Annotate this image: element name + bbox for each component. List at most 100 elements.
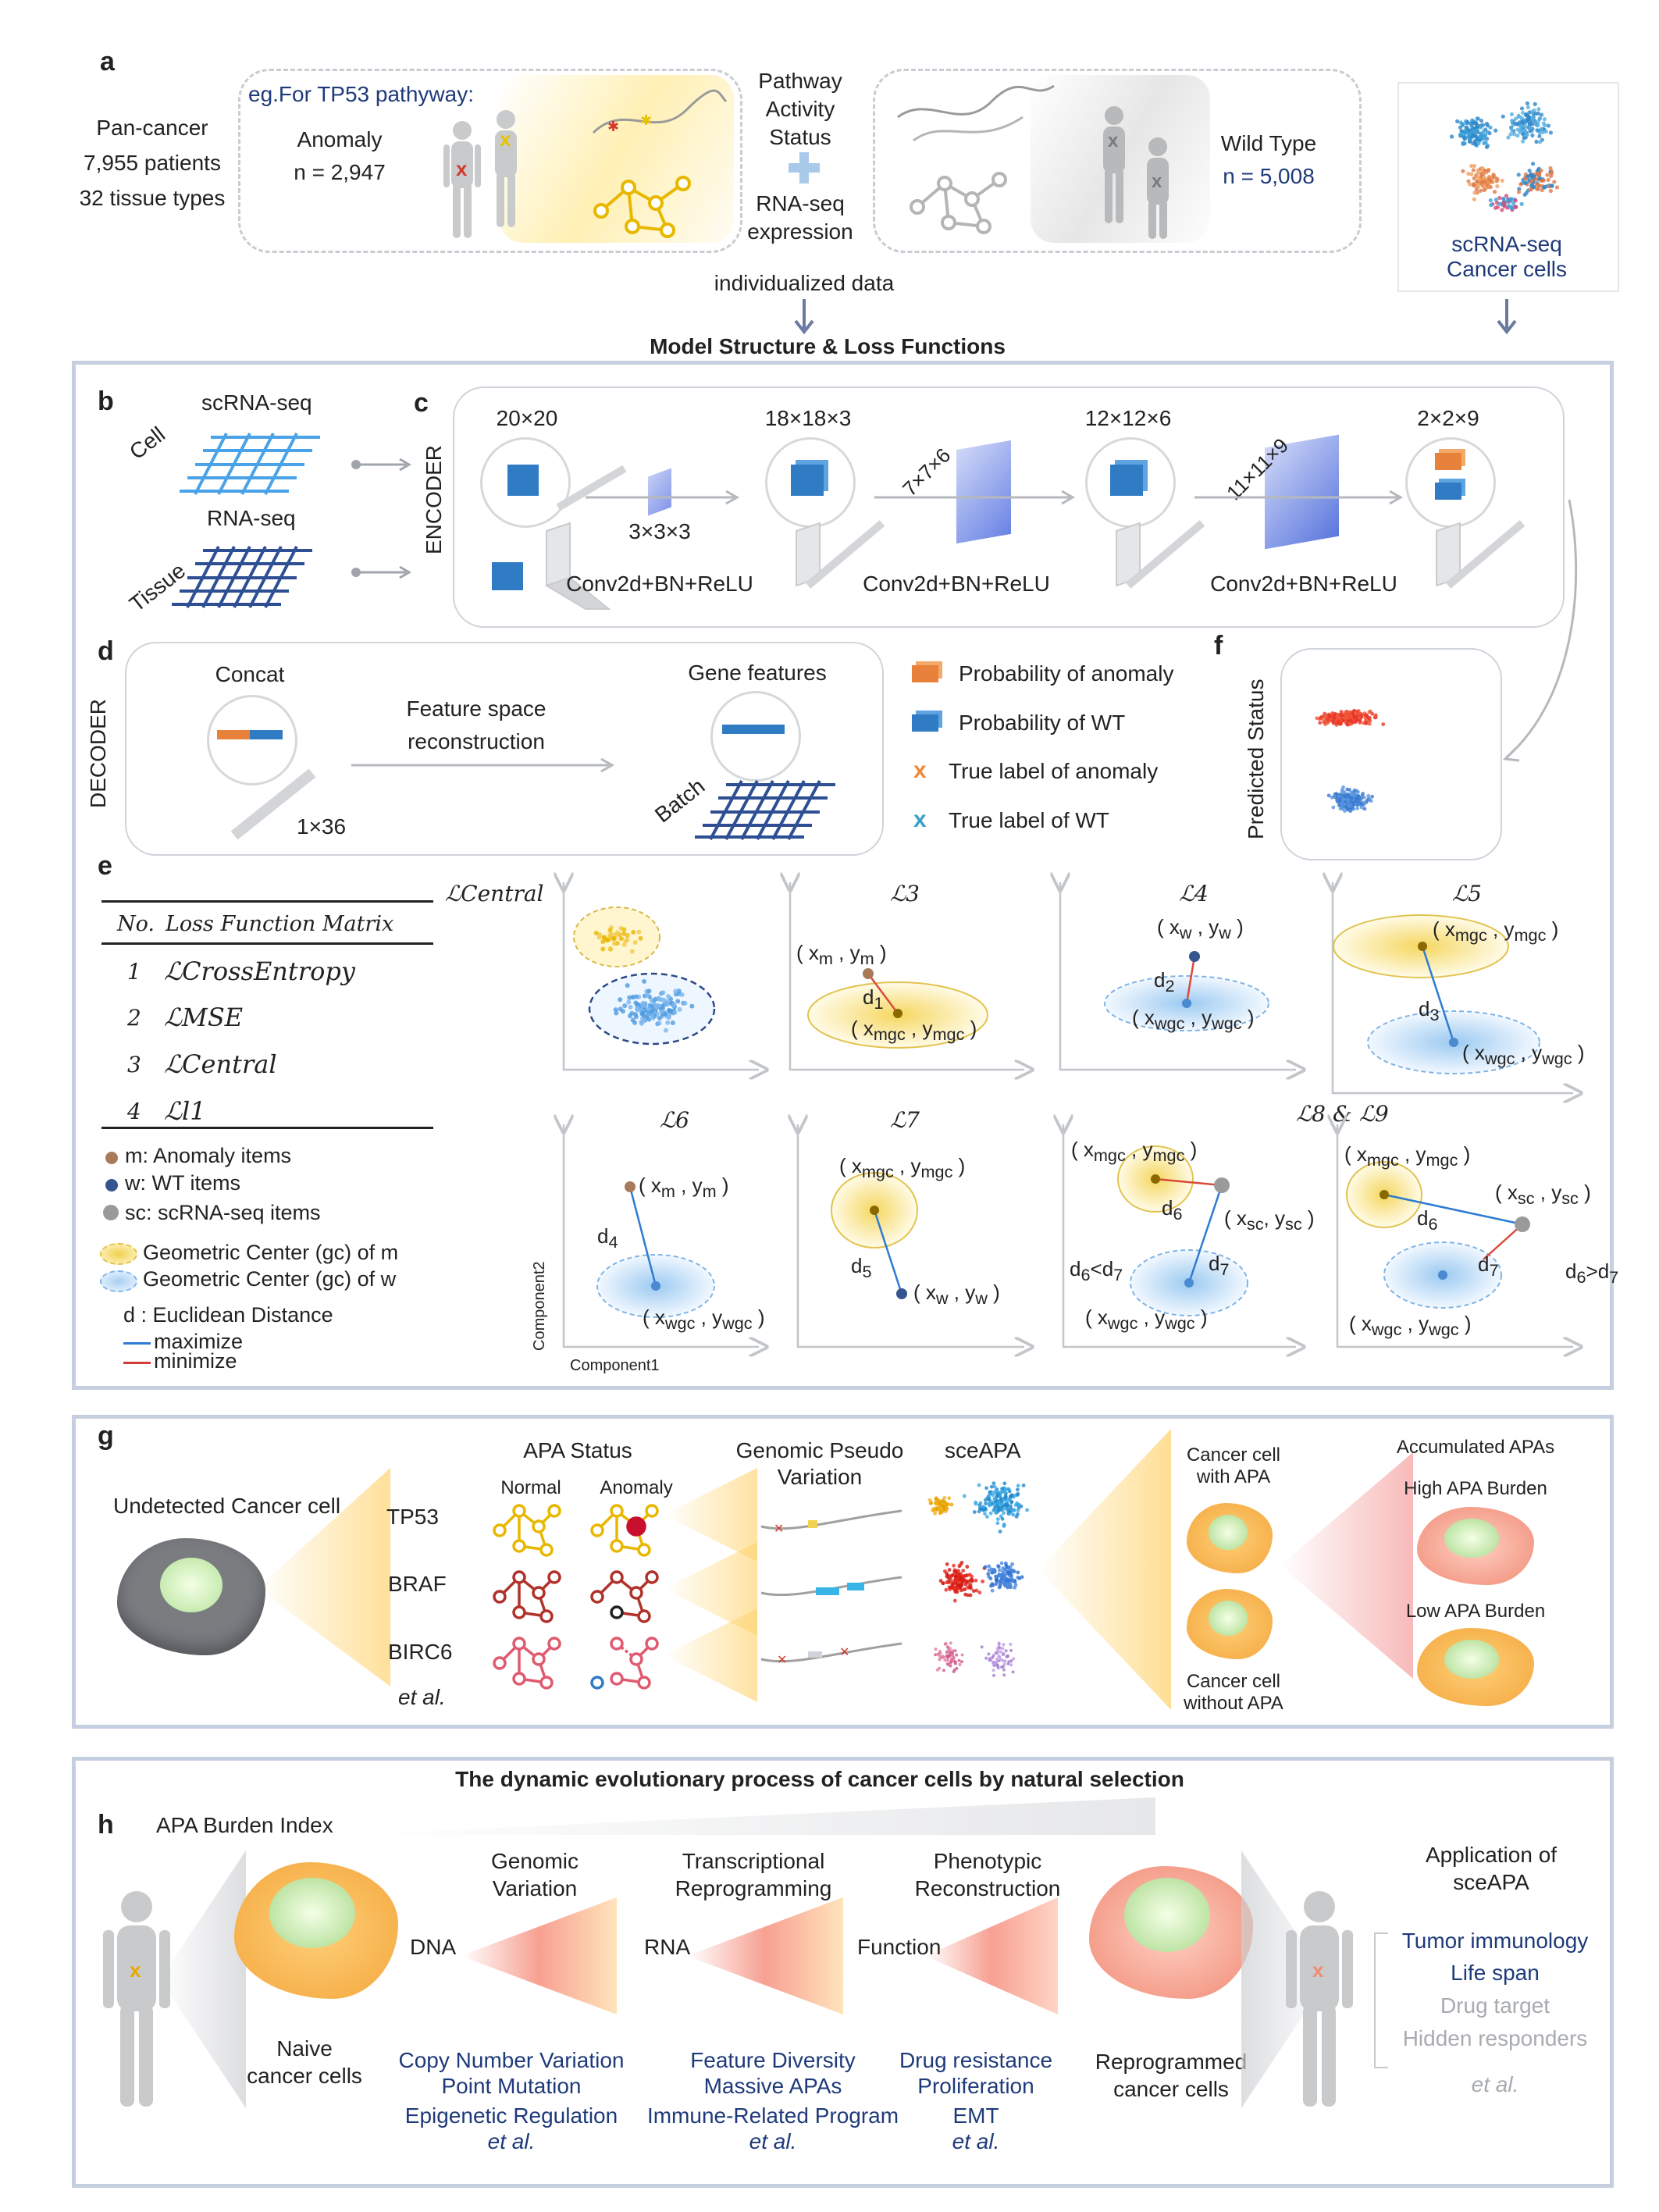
predicted-wt-point: [1331, 805, 1336, 810]
sceapa-point: [968, 1593, 973, 1598]
dna-label: DNA: [410, 1935, 457, 1959]
col3-line2: Proliferation: [917, 2074, 1034, 2098]
umap-point: [1549, 169, 1554, 174]
umap-point: [1501, 196, 1506, 201]
predicted-wt-point: [1339, 801, 1344, 806]
umap-point: [1521, 177, 1525, 183]
sceapa-point: [1009, 1500, 1014, 1504]
predicted-anomaly-point: [1349, 718, 1354, 723]
umap-point: [1537, 140, 1543, 144]
predicted-wt-point: [1370, 794, 1374, 799]
sceapa-point: [1002, 1643, 1006, 1647]
sceapa-point: [960, 1653, 964, 1657]
l9-xmgc: ( xmgc , ymgc ): [1344, 1142, 1471, 1170]
table-mid-rule: [101, 942, 433, 945]
umap-point: [1552, 180, 1557, 184]
legend-m-dot: [105, 1152, 118, 1164]
umap-point: [1512, 205, 1517, 209]
sceapa-point: [993, 1574, 998, 1579]
legend-minimize-line: [123, 1362, 151, 1364]
l7-xw-yw: ( xw , yw ): [913, 1281, 1000, 1309]
umap-point: [1545, 173, 1550, 177]
umap-point: [1484, 144, 1490, 149]
predicted-anomaly-point: [1370, 711, 1375, 716]
l5-xwgc: ( xwgc , ywgc ): [1462, 1041, 1585, 1069]
umap-point: [1464, 125, 1469, 130]
tissue-arrow: [351, 565, 411, 579]
central-wt-point: [626, 999, 632, 1005]
umap-point: [1506, 135, 1511, 140]
sceapa-point: [957, 1658, 961, 1662]
cohort-line-2: 7,955 patients: [84, 151, 221, 175]
central-anomaly-point: [607, 946, 613, 951]
sceapa-point: [950, 1582, 955, 1587]
sceapa-point: [1006, 1654, 1009, 1658]
umap-point: [1516, 114, 1522, 119]
umap-point: [1519, 106, 1525, 111]
scrna-title-1: scRNA-seq: [1451, 232, 1562, 256]
sceapa-point: [988, 1511, 993, 1516]
sceapa-point: [1002, 1481, 1007, 1486]
legend-prob-wt: Probability of WT: [959, 711, 1126, 735]
umap-point: [1493, 198, 1498, 202]
gene-features-label: Gene features: [688, 661, 827, 685]
umap-point: [1479, 125, 1483, 130]
predicted-anomaly-point: [1335, 713, 1340, 718]
sceapa-point: [947, 1580, 951, 1585]
layer-label-3: Conv2d+BN+ReLU: [1210, 572, 1397, 596]
predicted-wt-point: [1343, 793, 1347, 798]
sceapa-point: [998, 1530, 1002, 1533]
gene-features-bar: [722, 725, 785, 734]
predicted-wt-point: [1346, 803, 1351, 807]
reprogrammed-label-2: cancer cells: [1113, 2077, 1229, 2101]
rnaseq-expression-2: expression: [747, 219, 853, 244]
umap-point: [1542, 184, 1547, 190]
umap-point: [1548, 188, 1553, 194]
umap-point: [1474, 187, 1479, 191]
apa-status-title: APA Status: [523, 1438, 632, 1462]
central-wt-point: [618, 997, 623, 1003]
down-arrow-right: [1497, 299, 1517, 335]
central-wt-point: [664, 1000, 669, 1006]
predicted-anomaly-point: [1339, 710, 1344, 714]
sceapa-point: [941, 1581, 945, 1586]
sceapa-point: [996, 1509, 1001, 1513]
predicted-wt-point: [1367, 797, 1372, 802]
sceapa-point: [943, 1569, 947, 1573]
legend-gc-w: Geometric Center (gc) of w: [143, 1267, 397, 1291]
umap-point: [1530, 133, 1535, 138]
sceapa-point: [1002, 1511, 1006, 1516]
sceapa-point: [1008, 1571, 1012, 1575]
umap-point: [1474, 122, 1479, 126]
central-wt-point: [665, 1020, 671, 1025]
sceapa-point: [1001, 1647, 1005, 1651]
central-anomaly-point: [631, 929, 636, 935]
concat-bar-blue: [250, 730, 283, 739]
sceapa-point: [947, 1568, 952, 1572]
sceapa-point: [1001, 1569, 1006, 1574]
umap-point: [1488, 185, 1493, 190]
phenotypic-1: Phenotypic: [933, 1849, 1042, 1873]
panel-g-label: g: [98, 1421, 114, 1451]
umap-point: [1546, 177, 1550, 182]
sceapa-point: [936, 1652, 940, 1656]
burden-index-label: APA Burden Index: [156, 1813, 333, 1837]
central-wt-point: [650, 1013, 655, 1018]
umap-point: [1467, 139, 1472, 144]
model-title: Model Structure & Loss Functions: [650, 334, 1006, 358]
sceapa-point: [980, 1645, 984, 1649]
l9-d6-gt-d7: d6>d7: [1565, 1259, 1619, 1288]
transcriptional-2: Reprogramming: [675, 1876, 832, 1900]
predicted-anomaly-point: [1345, 716, 1350, 720]
l5-xmgc: ( xmgc , ymgc ): [1433, 917, 1559, 946]
legend-true-anomaly: True label of anomaly: [949, 759, 1159, 783]
umap-point: [1476, 170, 1480, 175]
predicted-wt-point: [1335, 798, 1339, 803]
central-anomaly-point: [604, 938, 610, 943]
sceapa-point: [1016, 1570, 1020, 1575]
sceapa-point: [991, 1481, 996, 1486]
umap-point: [1534, 182, 1540, 187]
legend-prob-wt-cube: [912, 714, 938, 732]
sceapa-point: [1016, 1484, 1020, 1488]
feature-cube-3: [1110, 465, 1143, 496]
